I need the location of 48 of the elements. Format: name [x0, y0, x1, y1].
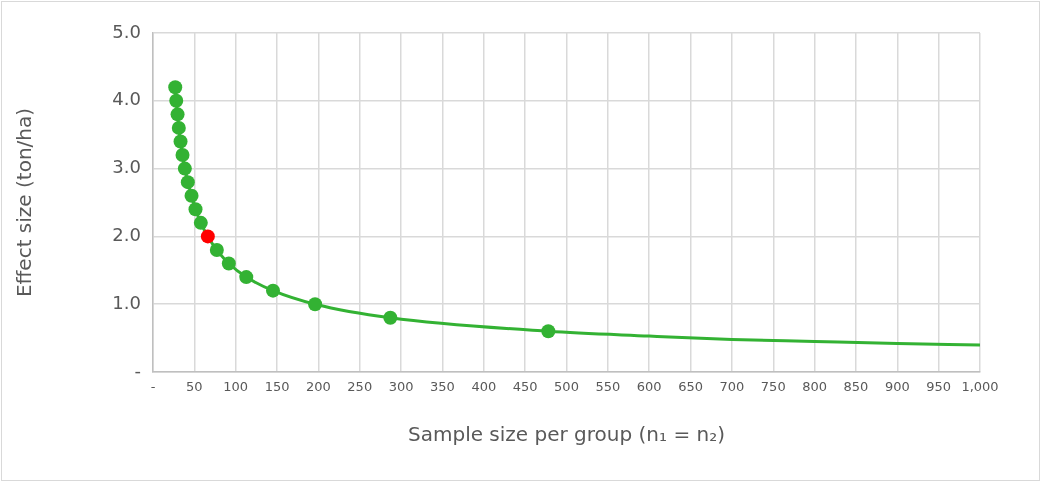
point — [266, 283, 280, 298]
x-tick-label: 850 — [843, 379, 869, 395]
point — [173, 134, 188, 149]
point — [171, 120, 186, 135]
x-tick-label: 400 — [471, 379, 497, 395]
x-tick-label: 200 — [305, 379, 331, 395]
y-tick-label: 2.0 — [112, 224, 141, 246]
point — [239, 270, 254, 285]
point — [308, 297, 323, 312]
x-tick-label: 300 — [388, 379, 414, 395]
x-axis-title: Sample size per group (n₁ = n₂) — [408, 422, 725, 447]
point — [180, 175, 195, 190]
x-tick-label: 50 — [186, 379, 203, 395]
x-tick-label: 550 — [595, 379, 621, 395]
x-tick-label: 500 — [554, 379, 579, 395]
x-tick-label: 100 — [223, 379, 249, 395]
point — [170, 107, 185, 122]
x-tick-label: 950 — [926, 379, 952, 395]
x-tick-label: 800 — [802, 379, 828, 395]
x-tick-label: 900 — [884, 379, 910, 395]
x-tick-label: 150 — [264, 379, 290, 395]
x-tick-label: 750 — [760, 379, 786, 395]
y-axis-title: Effect size (ton/ha) — [12, 107, 37, 298]
point — [221, 256, 236, 271]
point — [169, 93, 184, 108]
x-tick-label: 1,000 — [961, 379, 999, 395]
y-tick-label: 4.0 — [112, 88, 141, 110]
point — [177, 161, 192, 176]
x-tick-label: 650 — [678, 379, 703, 395]
y-tick-label: - — [134, 359, 141, 381]
point — [383, 310, 398, 325]
x-tick-label: 600 — [636, 379, 662, 395]
y-tick-label: 3.0 — [112, 156, 141, 178]
point — [184, 188, 199, 203]
point — [188, 202, 203, 217]
x-tick-label: 450 — [512, 379, 538, 395]
point — [175, 148, 190, 163]
x-tick-label: 700 — [719, 379, 745, 395]
x-tick-label: 350 — [430, 379, 455, 395]
y-tick-label: 1.0 — [112, 291, 141, 313]
point — [541, 324, 556, 339]
point — [193, 215, 208, 230]
x-tick-label: - — [150, 379, 156, 395]
point — [200, 229, 215, 244]
point — [209, 242, 224, 257]
y-tick-label: 5.0 — [112, 20, 141, 42]
x-tick-label: 250 — [347, 379, 373, 395]
point — [168, 80, 183, 95]
